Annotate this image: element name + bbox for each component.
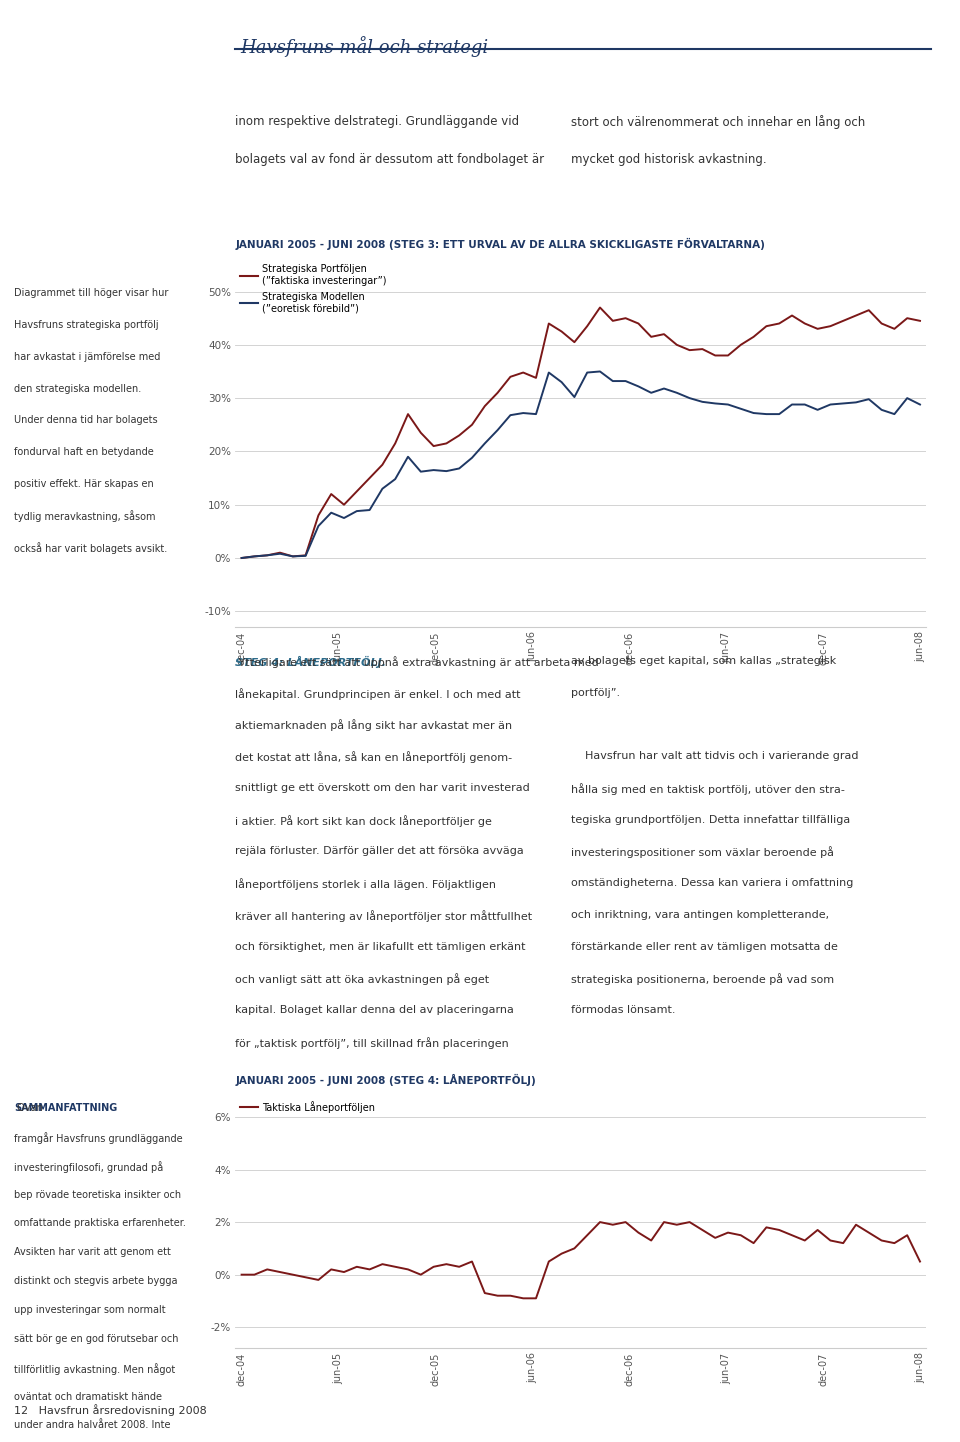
Text: oväntat och dramatiskt hände: oväntat och dramatiskt hände bbox=[14, 1392, 162, 1402]
Text: inom respektive delstrategi. Grundläggande vid: inom respektive delstrategi. Grundläggan… bbox=[235, 115, 519, 128]
Text: snittligt ge ett överskott om den har varit investerad: snittligt ge ett överskott om den har va… bbox=[235, 783, 530, 793]
Text: förmodas lönsamt.: förmodas lönsamt. bbox=[571, 1005, 676, 1015]
Text: förstärkande eller rent av tämligen motsatta de: förstärkande eller rent av tämligen mots… bbox=[571, 942, 838, 952]
Text: den strategiska modellen.: den strategiska modellen. bbox=[14, 384, 142, 394]
Text: och försiktighet, men är likafullt ett tämligen erkänt: och försiktighet, men är likafullt ett t… bbox=[235, 942, 526, 952]
Text: aktiemarknaden på lång sikt har avkastat mer än: aktiemarknaden på lång sikt har avkastat… bbox=[235, 720, 513, 731]
Text: strategiska positionerna, beroende på vad som: strategiska positionerna, beroende på va… bbox=[571, 973, 834, 985]
Text: i aktier. På kort sikt kan dock låneportföljer ge: i aktier. På kort sikt kan dock låneport… bbox=[235, 815, 492, 826]
Text: tydlig meravkastning, såsom: tydlig meravkastning, såsom bbox=[14, 510, 156, 522]
Text: hålla sig med en taktisk portfölj, utöver den stra-: hålla sig med en taktisk portfölj, utöve… bbox=[571, 783, 845, 795]
Text: tillförlitlig avkastning. Men något: tillförlitlig avkastning. Men något bbox=[14, 1363, 176, 1374]
Text: kapital. Bolaget kallar denna del av placeringarna: kapital. Bolaget kallar denna del av pla… bbox=[235, 1005, 514, 1015]
Text: lånekapital. Grundprincipen är enkel. I och med att: lånekapital. Grundprincipen är enkel. I … bbox=[235, 688, 520, 699]
Legend: Strategiska Portföljen
(”faktiska investeringar”), Strategiska Modellen
(”eoreti: Strategiska Portföljen (”faktiska invest… bbox=[240, 264, 387, 313]
Text: upp investeringar som normalt: upp investeringar som normalt bbox=[14, 1305, 166, 1315]
Text: av bolagets eget kapital, som kallas „strategisk: av bolagets eget kapital, som kallas „st… bbox=[571, 656, 836, 666]
Text: Havsfrun har valt att tidvis och i varierande grad: Havsfrun har valt att tidvis och i varie… bbox=[571, 751, 858, 761]
Text: tegiska grundportföljen. Detta innefattar tillfälliga: tegiska grundportföljen. Detta innefatta… bbox=[571, 815, 851, 825]
Text: rejäla förluster. Därför gäller det att försöka avväga: rejäla förluster. Därför gäller det att … bbox=[235, 846, 524, 857]
Text: STEG 4: LÅNEPORTFÖLJ.: STEG 4: LÅNEPORTFÖLJ. bbox=[235, 656, 386, 668]
Text: bolagets val av fond är dessutom att fondbolaget är: bolagets val av fond är dessutom att fon… bbox=[235, 153, 544, 166]
Text: 12   Havsfrun årsredovisning 2008: 12 Havsfrun årsredovisning 2008 bbox=[14, 1405, 207, 1416]
Text: Havsfruns mål och strategi: Havsfruns mål och strategi bbox=[240, 36, 488, 58]
Text: kräver all hantering av låneportföljer stor måttfullhet: kräver all hantering av låneportföljer s… bbox=[235, 910, 533, 921]
Text: Havsfruns strategiska portfölj: Havsfruns strategiska portfölj bbox=[14, 320, 159, 330]
Legend: Taktiska Låneportföljen: Taktiska Låneportföljen bbox=[240, 1100, 375, 1113]
Text: Ytterligare ett sätt att uppnå extra avkastning är att arbeta med: Ytterligare ett sätt att uppnå extra avk… bbox=[235, 656, 599, 668]
Text: låneportföljens storlek i alla lägen. Följaktligen: låneportföljens storlek i alla lägen. Fö… bbox=[235, 878, 496, 890]
Text: fondurval haft en betydande: fondurval haft en betydande bbox=[14, 447, 155, 457]
Text: Under denna tid har bolagets: Under denna tid har bolagets bbox=[14, 415, 158, 425]
Text: SAMMANFATTNING: SAMMANFATTNING bbox=[14, 1103, 118, 1113]
Text: under andra halvåret 2008. Inte: under andra halvåret 2008. Inte bbox=[14, 1420, 171, 1430]
Text: JANUARI 2005 - JUNI 2008 (STEG 4: LÅNEPORTFÖLJ): JANUARI 2005 - JUNI 2008 (STEG 4: LÅNEPO… bbox=[235, 1074, 536, 1086]
Text: JANUARI 2005 - JUNI 2008 (STEG 3: ETT URVAL AV DE ALLRA SKICKLIGASTE FÖRVALTARNA: JANUARI 2005 - JUNI 2008 (STEG 3: ETT UR… bbox=[235, 238, 765, 249]
Text: Avsikten har varit att genom ett: Avsikten har varit att genom ett bbox=[14, 1247, 171, 1257]
Text: sätt bör ge en god förutsebar och: sätt bör ge en god förutsebar och bbox=[14, 1334, 179, 1344]
Text: för „taktisk portfölj”, till skillnad från placeringen: för „taktisk portfölj”, till skillnad fr… bbox=[235, 1037, 509, 1048]
Text: investeringspositioner som växlar beroende på: investeringspositioner som växlar beroen… bbox=[571, 846, 834, 858]
Text: omfattande praktiska erfarenheter.: omfattande praktiska erfarenheter. bbox=[14, 1218, 186, 1229]
Text: bep rövade teoretiska insikter och: bep rövade teoretiska insikter och bbox=[14, 1190, 181, 1200]
Text: stort och välrenommerat och innehar en lång och: stort och välrenommerat och innehar en l… bbox=[571, 115, 866, 130]
Text: har avkastat i jämförelse med: har avkastat i jämförelse med bbox=[14, 352, 160, 362]
Text: det kostat att låna, så kan en låneportfölj genom-: det kostat att låna, så kan en låneportf… bbox=[235, 751, 513, 763]
Text: och vanligt sätt att öka avkastningen på eget: och vanligt sätt att öka avkastningen på… bbox=[235, 973, 490, 985]
Text: distinkt och stegvis arbete bygga: distinkt och stegvis arbete bygga bbox=[14, 1276, 178, 1286]
Text: och inriktning, vara antingen kompletterande,: och inriktning, vara antingen kompletter… bbox=[571, 910, 829, 920]
Text: investeringfilosofi, grundad på: investeringfilosofi, grundad på bbox=[14, 1161, 163, 1172]
Text: positiv effekt. Här skapas en: positiv effekt. Här skapas en bbox=[14, 479, 155, 489]
Text: portfölj”.: portfölj”. bbox=[571, 688, 620, 698]
Text: framgår Havsfruns grundläggande: framgår Havsfruns grundläggande bbox=[14, 1132, 183, 1144]
Text: också har varit bolagets avsikt.: också har varit bolagets avsikt. bbox=[14, 542, 168, 554]
Text: Ovan: Ovan bbox=[14, 1103, 43, 1113]
Text: Diagrammet till höger visar hur: Diagrammet till höger visar hur bbox=[14, 288, 169, 298]
Text: omständigheterna. Dessa kan variera i omfattning: omständigheterna. Dessa kan variera i om… bbox=[571, 878, 853, 888]
Text: mycket god historisk avkastning.: mycket god historisk avkastning. bbox=[571, 153, 767, 166]
